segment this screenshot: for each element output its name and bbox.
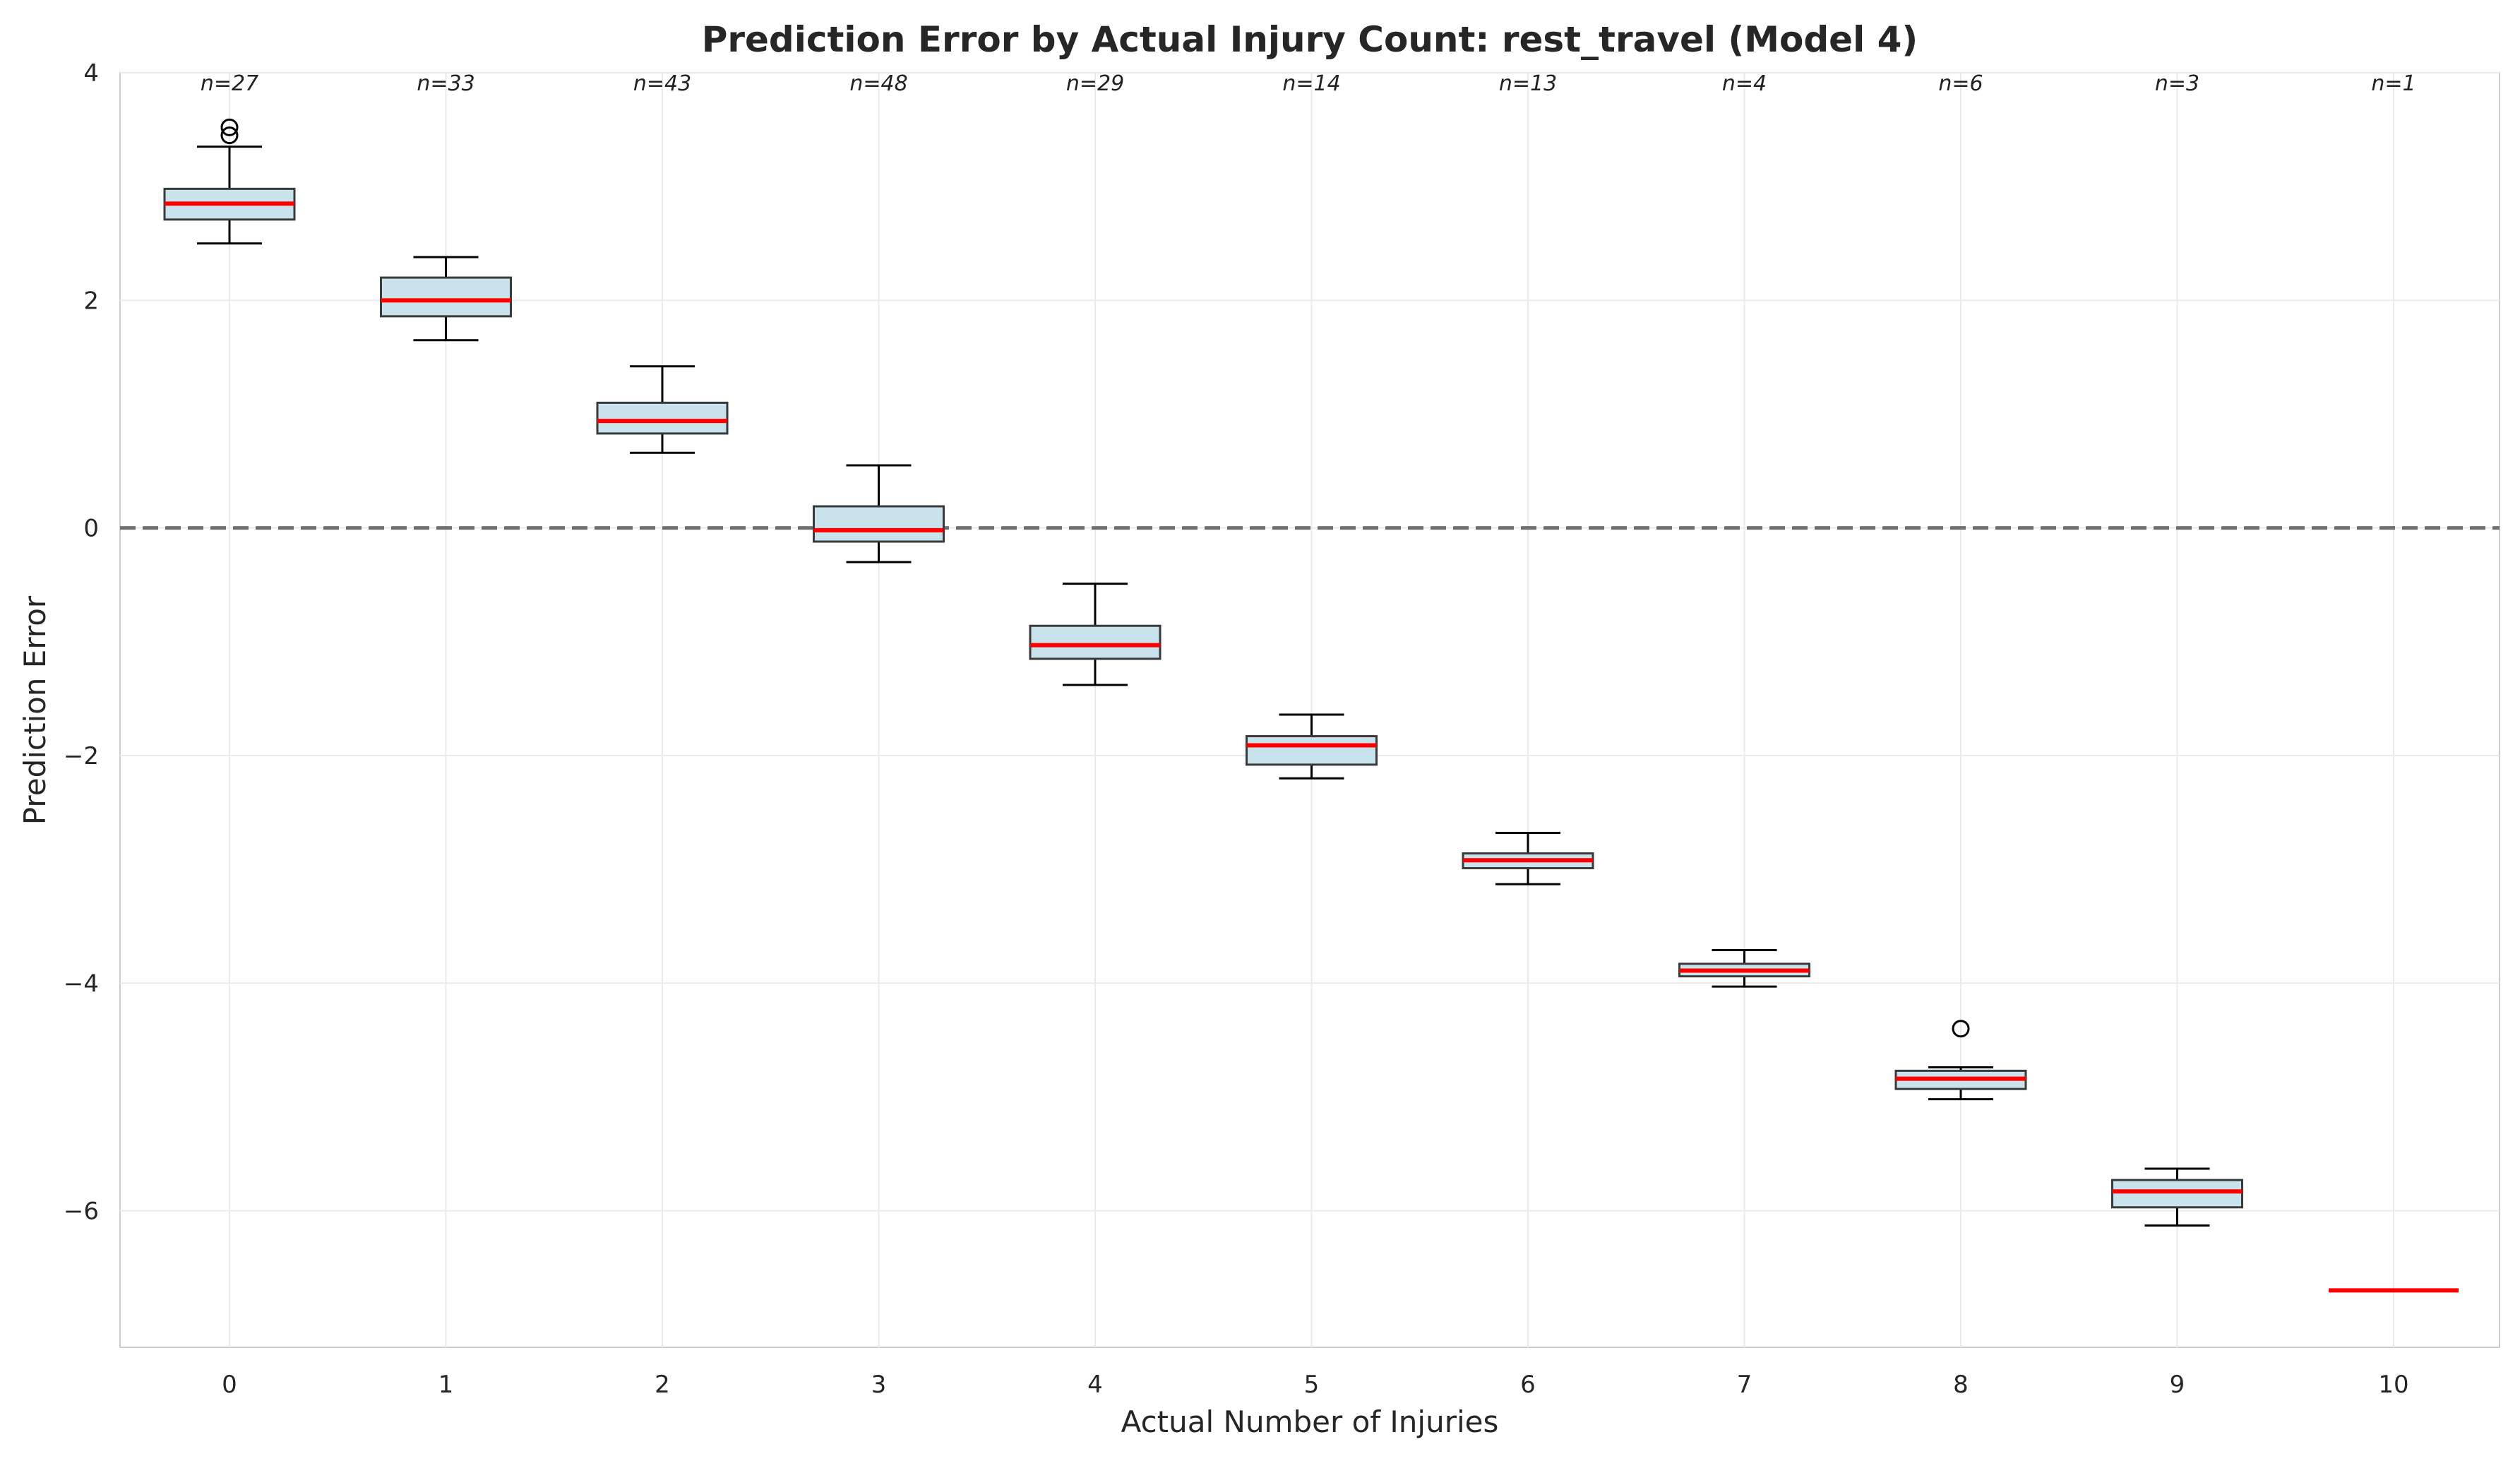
outlier-point [220,126,239,145]
y-tick-label: 2 [83,287,99,315]
sample-count-label: n=13 [1499,71,1557,96]
sample-count-label: n=29 [1066,71,1124,96]
y-tick-label: 0 [83,515,99,543]
sample-count-label: n=3 [2155,71,2199,96]
sample-count-labels: n=27 n=33 n=43 n=48 n=29 n=14 n=13 n=4 n=6 n=3 n=1 [201,71,2416,96]
box-1 [380,256,512,342]
chart-title: Prediction Error by Actual Injury Count:… [702,19,1918,60]
x-tick-label: 8 [1953,1371,1969,1399]
box-7 [1678,949,1810,988]
iqr-box [380,276,512,318]
plot-area [119,72,2500,1348]
x-tick-label: 7 [1737,1371,1752,1399]
box-9 [2111,1167,2243,1227]
x-tick-label: 5 [1304,1371,1320,1399]
box-3 [813,464,945,563]
grid-lines [120,72,2500,1347]
x-tick-label: 6 [1520,1371,1536,1399]
box-0 [163,118,296,245]
x-tick-label: 9 [2170,1371,2185,1399]
x-tick-label: 2 [655,1371,670,1399]
box-8 [1894,1020,2027,1101]
sample-count-label: n=1 [2371,71,2416,96]
y-tick-label: −2 [64,742,99,770]
sample-count-label: n=14 [1282,71,1340,96]
x-tick-label: 10 [2378,1371,2408,1399]
box-4 [1029,583,1162,686]
outlier-point [1952,1020,1970,1038]
x-tick-label: 1 [438,1371,454,1399]
iqr-box [1246,735,1378,766]
x-tick-labels: 0 1 2 3 4 5 6 7 8 9 10 [222,1371,2408,1399]
box-6 [1462,832,1594,885]
x-tick-label: 0 [222,1371,237,1399]
x-tick-label: 4 [1087,1371,1103,1399]
sample-count-label: n=27 [201,71,258,96]
y-tick-label: 4 [83,59,99,88]
box-2 [596,365,729,454]
y-axis-label: Prediction Error [18,595,52,825]
outlier-point [220,118,239,136]
y-tick-label: −6 [64,1198,99,1226]
sample-count-label: n=33 [417,71,474,96]
box-5 [1246,713,1378,780]
y-tick-labels: 4 2 0 −2 −4 −6 [64,59,99,1226]
iqr-box [596,401,729,435]
sample-count-label: n=43 [633,71,691,96]
iqr-box [1029,624,1162,660]
box-plot-series [163,118,2459,1293]
sample-count-label: n=4 [1722,71,1767,96]
iqr-box [2111,1179,2243,1209]
x-tick-label: 3 [871,1371,887,1399]
sample-count-label: n=6 [1938,71,1983,96]
sample-count-label: n=48 [849,71,907,96]
x-axis-label: Actual Number of Injuries [1121,1405,1499,1439]
iqr-box [813,505,945,543]
y-tick-label: −4 [64,970,99,998]
